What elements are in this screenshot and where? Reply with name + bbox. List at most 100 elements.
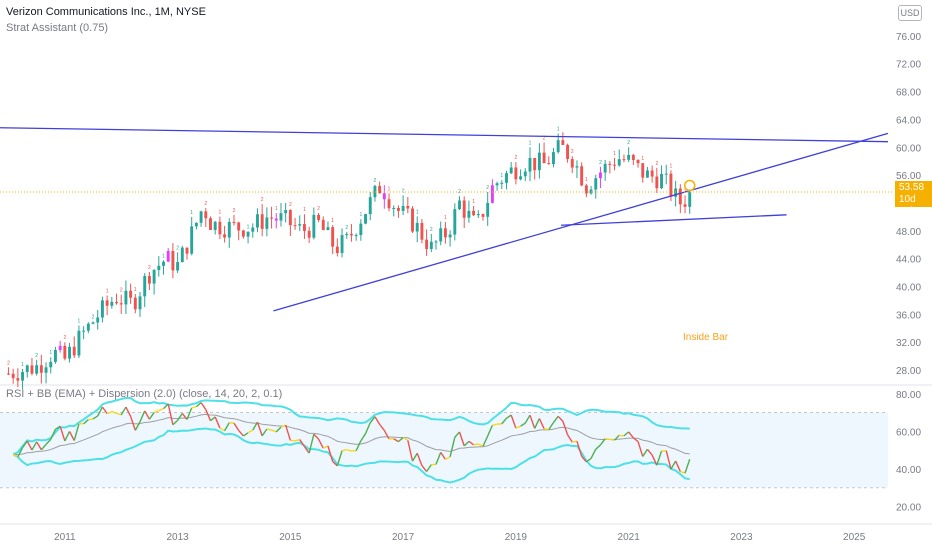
candle-body	[524, 172, 527, 177]
candle-body	[26, 365, 29, 372]
study-legend[interactable]: Strat Assistant (0.75)	[6, 22, 108, 34]
price-axis-tick: 76.00	[896, 32, 921, 43]
candle-body	[312, 215, 315, 238]
strat-marker: 1	[529, 140, 532, 146]
candle-body	[444, 228, 447, 237]
strat-marker: 1	[670, 163, 673, 169]
candle-body	[176, 262, 179, 270]
candle-body	[355, 235, 358, 236]
strat-marker: 1	[331, 218, 334, 224]
candle-body	[209, 218, 212, 230]
candle-body	[519, 176, 522, 179]
candle-body	[359, 224, 362, 235]
last-price-value: 53.58	[899, 182, 932, 194]
candle-body	[77, 331, 80, 356]
candle-body	[171, 251, 174, 270]
candle-body	[331, 227, 334, 246]
strat-marker: 2	[63, 335, 66, 341]
rsi-segment	[474, 444, 479, 445]
candle-body	[106, 300, 109, 305]
candle-body	[63, 346, 66, 359]
candle-body	[660, 174, 663, 188]
strat-marker: 1	[49, 350, 52, 356]
candle-body	[552, 152, 555, 164]
candle-body	[49, 362, 52, 367]
candle-body	[406, 206, 409, 209]
symbol-title[interactable]: Verizon Communications Inc., 1M, NYSE	[6, 6, 206, 18]
strat-marker: 2	[176, 245, 179, 251]
strat-marker: 2	[402, 188, 405, 194]
candle-body	[543, 153, 546, 163]
candle-body	[223, 234, 226, 237]
strat-marker: 1	[106, 288, 109, 294]
candle-body	[430, 242, 433, 249]
price-axis-tick: 68.00	[896, 88, 921, 99]
rsi-segment	[619, 435, 624, 436]
price-axis-tick: 60.00	[896, 143, 921, 154]
candle-body	[604, 164, 607, 173]
time-axis-tick: 2025	[843, 532, 866, 543]
strat-marker: 2	[204, 201, 207, 207]
candle-body	[679, 189, 682, 205]
candle-body	[420, 223, 423, 240]
candle-body	[261, 214, 264, 229]
strat-marker: 2	[317, 206, 320, 212]
price-axis-tick: 64.00	[896, 115, 921, 126]
strat-marker: 1	[218, 210, 221, 216]
candle-body	[453, 209, 456, 234]
candle-body	[684, 204, 687, 207]
candle-body	[30, 365, 33, 373]
candle-body	[153, 270, 156, 284]
candle-body	[510, 167, 513, 173]
candle-body	[688, 192, 691, 207]
strat-marker: 2	[120, 288, 123, 294]
strat-marker: 2	[289, 202, 292, 208]
strat-marker: 1	[162, 253, 165, 259]
candle-body	[139, 296, 142, 309]
price-axis-tick: 48.00	[896, 227, 921, 238]
strat-marker: 2	[599, 160, 602, 166]
candle-body	[251, 228, 254, 232]
trendline[interactable]	[0, 128, 888, 142]
candle-body	[538, 153, 541, 170]
rsi-segment	[610, 439, 615, 440]
strat-marker: 2	[655, 161, 658, 167]
candle-body	[148, 276, 151, 284]
candle-body	[317, 215, 320, 220]
rsi-segment	[201, 403, 206, 410]
rsi-segment	[342, 450, 347, 451]
strat-marker: 2	[261, 197, 264, 203]
candle-body	[505, 173, 508, 183]
candle-body	[280, 213, 283, 220]
candle-body	[594, 178, 597, 189]
candle-body	[439, 228, 442, 241]
candle-body	[576, 166, 579, 167]
candle-body	[655, 177, 658, 189]
candle-body	[632, 155, 635, 160]
candle-body	[218, 222, 221, 234]
rsi-segment	[159, 409, 164, 411]
candle-body	[641, 163, 644, 177]
candle-body	[571, 159, 574, 168]
candle-body	[265, 217, 268, 228]
candle-body	[458, 201, 461, 210]
candle-body	[256, 214, 259, 227]
candle-body	[397, 208, 400, 211]
candle-body	[200, 211, 203, 222]
rsi-axis-tick: 80.00	[896, 390, 921, 401]
rsi-legend[interactable]: RSI + BB (EMA) + Dispersion (2.0) (close…	[6, 388, 282, 400]
candle-body	[486, 203, 489, 217]
strat-marker: 2	[430, 227, 433, 233]
candle-body	[326, 227, 329, 230]
trendline[interactable]	[561, 215, 787, 225]
candle-body	[242, 230, 245, 236]
currency-badge[interactable]: USD	[898, 5, 922, 21]
candle-body	[204, 211, 207, 218]
candle-body	[92, 322, 95, 323]
time-axis-tick: 2015	[279, 532, 302, 543]
strat-marker: 1	[557, 127, 560, 133]
candle-body	[68, 347, 71, 359]
candle-body	[496, 183, 499, 185]
strat-marker: 2	[486, 185, 489, 191]
